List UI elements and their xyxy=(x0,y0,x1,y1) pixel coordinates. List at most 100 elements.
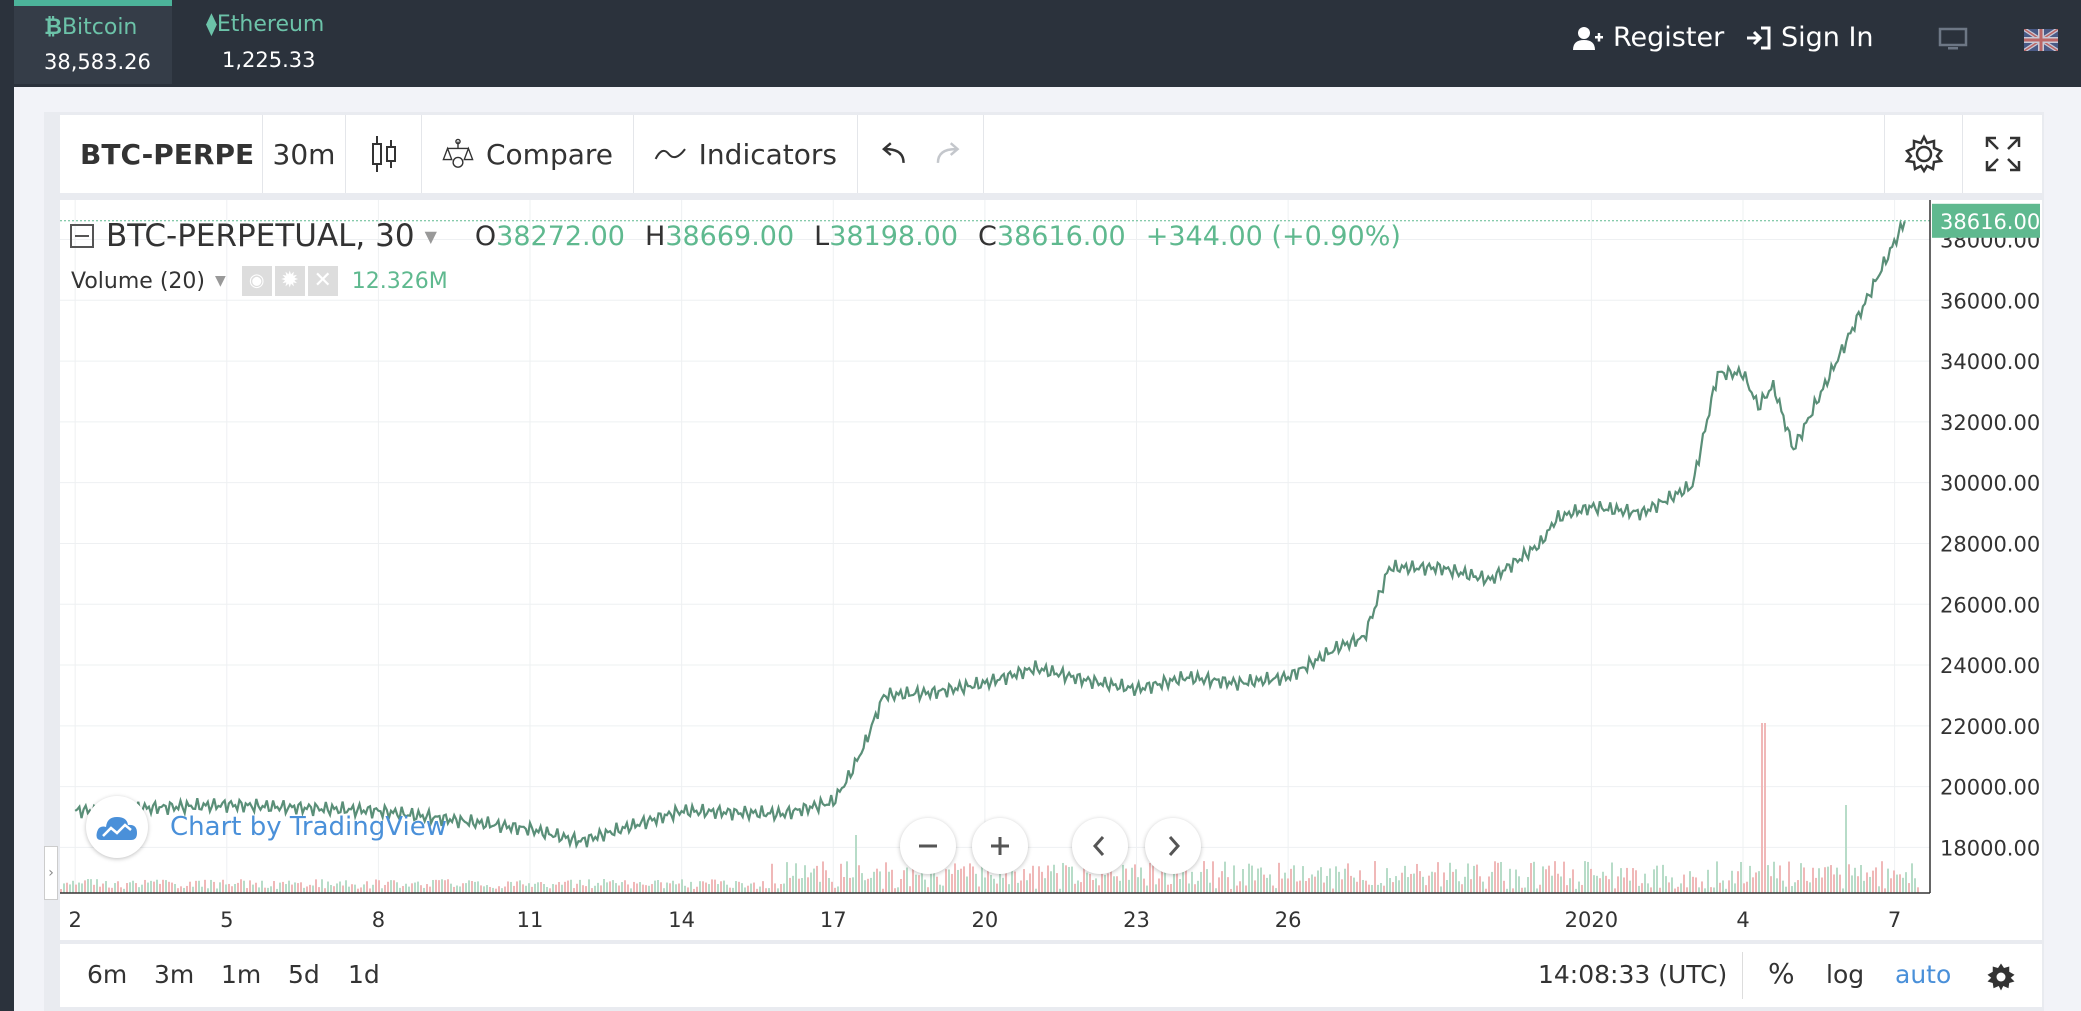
legend-title[interactable]: BTC-PERPETUAL, 30 xyxy=(106,218,415,254)
volume-bar xyxy=(738,881,740,893)
register-link[interactable]: Register xyxy=(1573,22,1724,53)
volume-bar xyxy=(1155,884,1157,893)
volume-bar xyxy=(315,879,317,893)
volume-label[interactable]: Volume (20) xyxy=(71,268,205,294)
volume-bar xyxy=(60,889,62,893)
volume-bar xyxy=(579,879,581,893)
zoom-out-button[interactable] xyxy=(900,818,956,874)
volume-bar xyxy=(1551,875,1553,893)
auto-toggle[interactable]: auto xyxy=(1895,960,1952,989)
volume-bar xyxy=(876,868,878,893)
toggle-drawing-toolbar[interactable]: › xyxy=(44,846,58,900)
volume-bar xyxy=(621,882,623,893)
volume-bar xyxy=(642,884,644,893)
volume-bar xyxy=(1725,888,1727,893)
volume-bar xyxy=(1488,876,1490,893)
volume-bar xyxy=(492,887,494,893)
range-5d[interactable]: 5d xyxy=(288,960,320,989)
volume-bar xyxy=(417,881,419,893)
fullscreen-button[interactable] xyxy=(1962,115,2042,193)
volume-bar xyxy=(795,863,797,893)
range-3m[interactable]: 3m xyxy=(154,960,195,989)
volume-bar xyxy=(1239,881,1241,893)
close-icon[interactable]: ✕ xyxy=(307,266,338,296)
volume-bar xyxy=(450,883,452,893)
collapse-legend-icon[interactable] xyxy=(70,224,94,248)
high-label: H xyxy=(645,220,666,252)
volume-dropdown-icon[interactable]: ▼ xyxy=(214,273,226,289)
volume-bar xyxy=(1899,874,1901,893)
eye-icon[interactable]: ◉ xyxy=(241,266,272,296)
redo-icon[interactable] xyxy=(934,141,964,167)
indicators-button[interactable]: Indicators xyxy=(634,115,858,193)
volume-bar xyxy=(1614,888,1616,893)
volume-bar xyxy=(687,887,689,893)
monitor-icon[interactable] xyxy=(1938,27,1968,51)
volume-bar xyxy=(903,870,905,893)
volume-bar xyxy=(261,880,263,893)
percent-toggle[interactable]: % xyxy=(1768,957,1795,990)
volume-bar xyxy=(1080,882,1082,893)
chart-settings-gear-icon[interactable] xyxy=(1986,962,2016,992)
volume-bar xyxy=(108,887,110,893)
x-tick-label: 2020 xyxy=(1565,908,1618,932)
watermark-label: Chart by TradingView xyxy=(170,812,447,842)
uk-flag-icon[interactable] xyxy=(2024,29,2058,51)
volume-bar xyxy=(957,869,959,893)
volume-bar xyxy=(1152,865,1154,893)
volume-bar xyxy=(165,880,167,893)
gear-small-icon[interactable]: ✹ xyxy=(274,266,305,296)
undo-icon[interactable] xyxy=(878,141,908,167)
volume-bar xyxy=(786,862,788,893)
volume-bar xyxy=(456,885,458,893)
volume-bar xyxy=(1686,887,1688,893)
volume-bar xyxy=(1221,871,1223,893)
ticker-bitcoin[interactable]: ₿Bitcoin 38,583.26 xyxy=(14,0,172,84)
volume-bar xyxy=(1818,868,1820,893)
volume-bar xyxy=(1467,863,1469,893)
legend-dropdown-icon[interactable]: ▼ xyxy=(424,226,437,246)
price-chart[interactable]: 18000.00 20000.00 22000.00 24000.00 26000.00… xyxy=(60,200,2042,940)
volume-bar xyxy=(972,866,974,893)
volume-bar xyxy=(1809,882,1811,893)
volume-bar xyxy=(1440,886,1442,893)
volume-bar xyxy=(513,885,515,893)
volume-bar xyxy=(987,865,989,893)
volume-bar xyxy=(501,888,503,893)
volume-bar xyxy=(381,888,383,893)
volume-bar xyxy=(1077,880,1079,893)
volume-bar xyxy=(843,877,845,893)
bottom-toolbar: 6m 3m 1m 5d 1d 14:08:33 (UTC) % log auto xyxy=(60,944,2042,1007)
range-1d[interactable]: 1d xyxy=(348,960,380,989)
volume-bar xyxy=(1737,871,1739,893)
chart-type-button[interactable] xyxy=(346,115,422,193)
ticker-ethereum[interactable]: ⧫Ethereum 1,225.33 xyxy=(190,0,340,84)
settings-button[interactable] xyxy=(1884,115,1962,193)
volume-bar xyxy=(1290,868,1292,893)
volume-bar xyxy=(297,883,299,893)
scroll-left-button[interactable] xyxy=(1072,818,1128,874)
volume-bar xyxy=(780,884,782,893)
volume-bar xyxy=(1404,865,1406,893)
interval-button[interactable]: 30m xyxy=(263,115,346,193)
compare-button[interactable]: Compare xyxy=(422,115,634,193)
scroll-right-button[interactable] xyxy=(1145,818,1201,874)
range-1m[interactable]: 1m xyxy=(221,960,262,989)
chart-area[interactable]: 18000.00 20000.00 22000.00 24000.00 26000.00… xyxy=(60,200,2042,940)
range-6m[interactable]: 6m xyxy=(87,960,128,989)
volume-bar xyxy=(873,871,875,893)
volume-bar xyxy=(555,884,557,893)
volume-bar xyxy=(1650,887,1652,893)
zoom-in-button[interactable] xyxy=(972,818,1028,874)
symbol-search-button[interactable]: BTC-PERPE xyxy=(60,115,263,193)
volume-bar xyxy=(1395,876,1397,893)
log-toggle[interactable]: log xyxy=(1826,960,1865,989)
volume-bar xyxy=(1548,865,1550,893)
volume-bar xyxy=(1773,861,1775,893)
volume-bar xyxy=(999,872,1001,893)
volume-bar xyxy=(1158,878,1160,893)
signin-link[interactable]: Sign In xyxy=(1745,22,1874,53)
close-value: 38616.00 xyxy=(996,220,1126,252)
volume-bar xyxy=(1452,871,1454,893)
tradingview-watermark[interactable]: Chart by TradingView xyxy=(86,796,447,858)
